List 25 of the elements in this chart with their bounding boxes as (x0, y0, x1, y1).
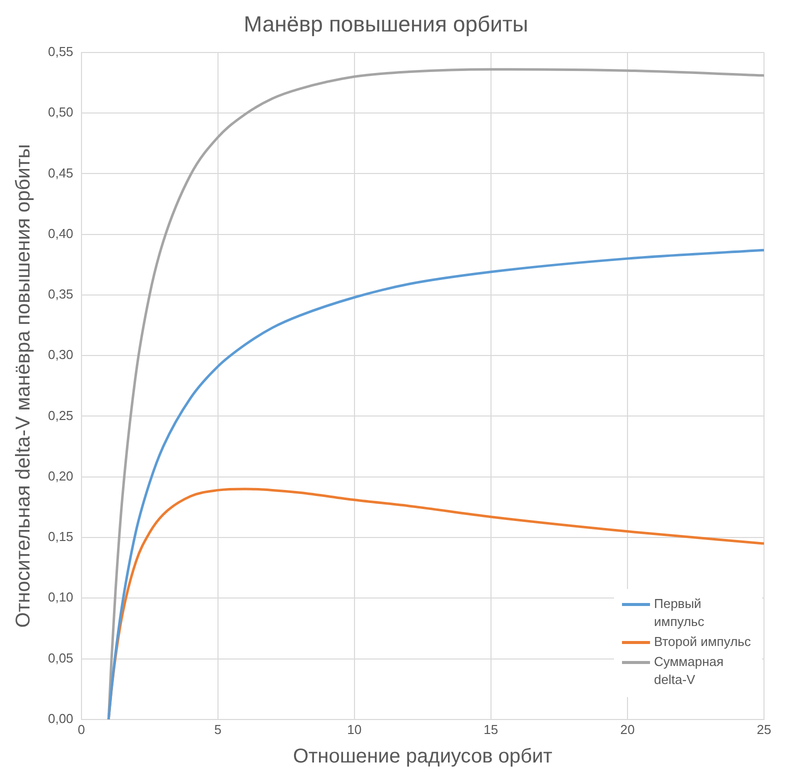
y-tick-label: 0,00 (48, 710, 74, 726)
y-tick-label: 0,35 (48, 286, 74, 302)
y-axis-title: Относительная delta-V манёвра повышения орбиты (12, 144, 35, 628)
x-tick-label: 10 (347, 722, 362, 737)
x-tick-label: 15 (484, 722, 498, 737)
y-tick-label: 0,55 (48, 44, 74, 59)
y-tick-label: 0,25 (48, 408, 74, 423)
x-tick-label: 0 (78, 722, 85, 737)
x-tick-label: 25 (756, 722, 772, 737)
y-tick-label: 0,15 (48, 529, 74, 544)
y-tick-label: 0,20 (48, 468, 74, 484)
y-tick-label: 0,10 (48, 590, 74, 605)
y-tick-label: 0,30 (48, 347, 74, 362)
y-tick-label: 0,40 (48, 226, 74, 241)
legend-label: Первый импульс (654, 595, 706, 632)
y-tick-label: 0,05 (48, 650, 74, 666)
line-series (107, 248, 764, 720)
x-axis-title: Отношение радиусов орбит (292, 746, 552, 768)
y-tick-label: 0,50 (48, 104, 74, 120)
chart-title: Манёвр повышения орбиты (244, 11, 528, 36)
legend-label: Суммарная delta-V (654, 653, 725, 690)
y-tick-label: 0,45 (48, 165, 74, 180)
legend-label: Второй импульс (654, 633, 752, 652)
x-tick-label: 5 (214, 722, 222, 737)
x-tick-label: 20 (620, 722, 635, 737)
